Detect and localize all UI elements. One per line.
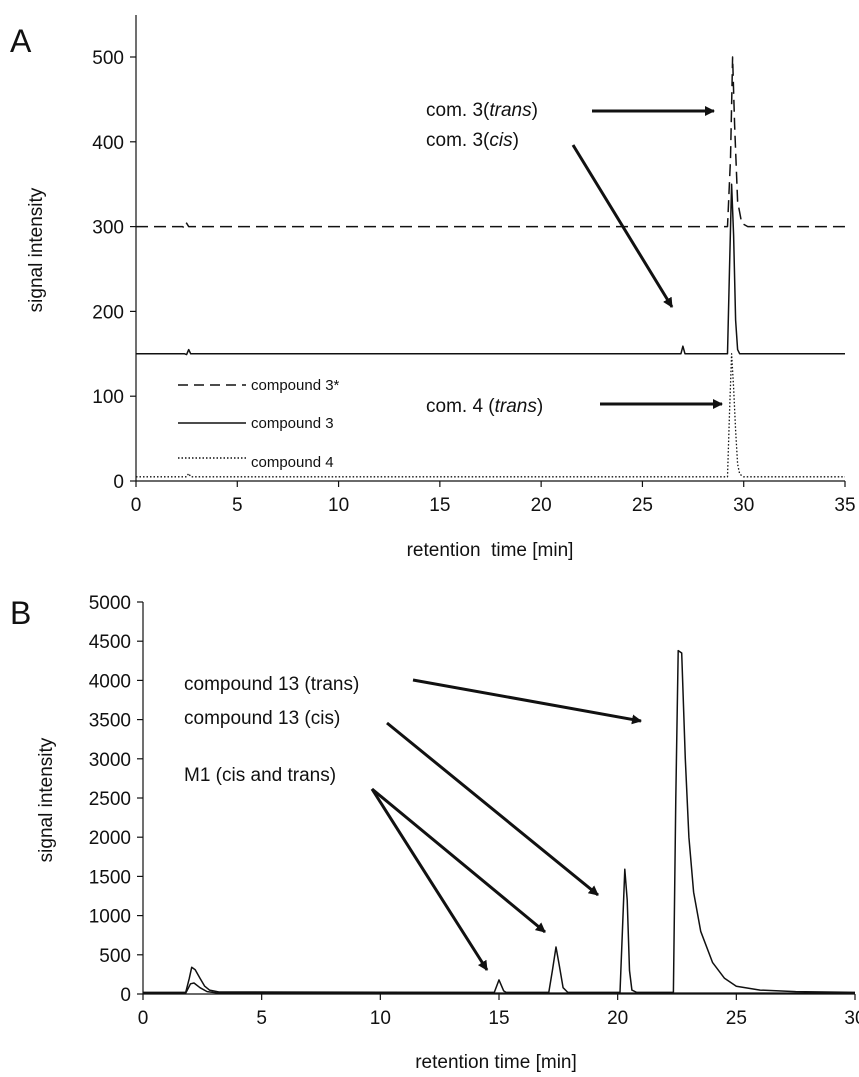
panel-a-series [136,56,845,478]
x-tick-label: 15 [488,1008,509,1029]
y-tick-label: 500 [92,48,124,69]
x-tick-label: 35 [834,495,855,516]
arrow-compound13-cis [386,721,599,897]
panel-b: B 05001000150020002500300035004000450050… [10,593,859,1073]
y-tick-label: 4500 [89,632,131,653]
x-tick-label: 10 [370,1008,391,1029]
y-tick-label: 300 [92,218,124,239]
annotation-com3-cis: com. 3(cis) [426,130,519,151]
series-line-compound-4 [136,353,845,478]
panel-b-y-ticks: 0 500 1000 1500 2000 2500 3000 3500 4000 4500 5000 [89,593,143,1006]
legend-label-compound-4: compound 4 [251,454,334,471]
panel-a-letter: A [10,23,32,59]
x-tick-label: 30 [844,1008,859,1029]
annotation-com4-trans: com. 4 (trans) [426,396,543,417]
y-tick-label: 2000 [89,828,131,849]
x-tick-label: 20 [531,495,552,516]
x-tick-label: 10 [328,495,349,516]
panel-a-legend: compound 3* compound 3 compound 4 [178,377,340,471]
panel-b-series [143,649,856,994]
y-tick-label: 400 [92,133,124,154]
y-tick-label: 1500 [89,867,131,888]
y-tick-label: 200 [92,302,124,323]
panel-a-y-ticks: 0 100 200 300 400 500 [92,48,136,493]
panel-a-y-axis-title: signal intensity [26,187,47,312]
series-line-b-1 [143,982,856,994]
y-tick-label: 5000 [89,593,131,614]
arrow-com3-cis [571,144,674,308]
panel-a-x-ticks: 0 5 10 15 20 25 30 35 [131,481,856,516]
panel-b-x-axis-title: retention time [min] [415,1052,577,1073]
x-tick-label: 0 [131,495,142,516]
x-tick-label: 20 [607,1008,628,1029]
x-tick-label: 30 [733,495,754,516]
y-tick-label: 500 [99,946,131,967]
panel-a-x-axis-title: retention time [min] [407,540,574,561]
y-tick-label: 0 [113,472,124,493]
y-tick-label: 100 [92,387,124,408]
arrow-compound13-trans [412,678,642,725]
legend-label-compound-3: compound 3 [251,415,334,432]
y-tick-label: 0 [120,985,131,1006]
x-tick-label: 25 [726,1008,747,1029]
x-tick-label: 0 [138,1008,149,1029]
y-tick-label: 1000 [89,907,131,928]
series-line-b-0 [143,649,856,994]
panel-b-x-ticks: 0 5 10 15 20 25 30 [138,994,859,1029]
legend-label-compound-3-star: compound 3* [251,377,340,394]
panel-a: A 0 100 200 300 400 500 0 5 10 15 20 25 30 35 signal… [10,15,856,561]
annotation-m1: M1 (cis and trans) [184,765,336,786]
y-tick-label: 2500 [89,789,131,810]
annotation-compound13-cis: compound 13 (cis) [184,708,340,729]
series-line-compound-3 [136,183,845,356]
series-line-compound-3- [136,56,845,230]
x-tick-label: 25 [632,495,653,516]
panel-b-letter: B [10,595,31,631]
y-tick-label: 4000 [89,671,131,692]
y-tick-label: 3500 [89,711,131,732]
panel-b-y-axis-title: signal intensity [36,737,57,862]
y-tick-label: 3000 [89,750,131,771]
x-tick-label: 15 [429,495,450,516]
x-tick-label: 5 [256,1008,267,1029]
arrow-m1-to-peak-15 [370,788,489,971]
annotation-compound13-trans: compound 13 (trans) [184,674,359,695]
annotation-com3-trans: com. 3(trans) [426,100,538,121]
x-tick-label: 5 [232,495,243,516]
arrow-m1-to-peak-17 [371,787,546,934]
